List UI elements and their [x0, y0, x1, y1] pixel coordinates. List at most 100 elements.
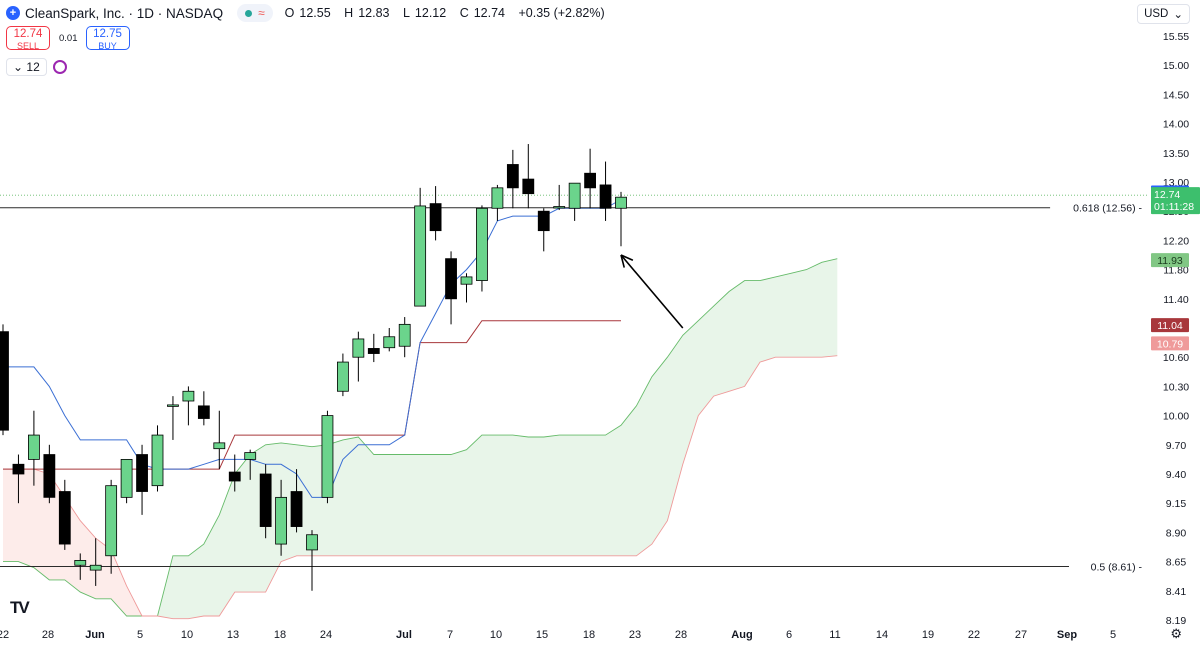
candle-body — [228, 471, 241, 482]
price-axis-tick: 9.15 — [1166, 498, 1187, 510]
price-axis-tick: 8.19 — [1166, 615, 1187, 627]
currency-selector[interactable]: USD ⌄ — [1137, 4, 1190, 24]
price-axis-tick: 8.65 — [1166, 557, 1187, 569]
price-axis-tick: 14.00 — [1163, 119, 1189, 131]
price-axis-tick: 8.41 — [1166, 586, 1187, 598]
sync-icon[interactable] — [52, 60, 67, 74]
candle-body — [74, 560, 87, 566]
candle-body — [151, 434, 164, 487]
candle-body — [460, 276, 473, 285]
candle-body — [506, 164, 519, 189]
candle-body — [136, 454, 148, 492]
price-axis-tick: 15.55 — [1163, 31, 1189, 43]
change-value: +0.35 (+2.82%) — [518, 6, 605, 20]
buy-button[interactable]: 12.75 BUY — [85, 26, 130, 51]
plot-area: 0.618 (12.56) - 0.5 (8.61) - — [0, 144, 1148, 620]
time-axis-tick: Aug — [731, 629, 752, 641]
candle-body — [584, 172, 596, 189]
time-axis-tick: 28 — [42, 629, 54, 641]
countdown-tag: 01:11:28 — [1154, 201, 1194, 213]
legend-header: + CleanSpark, Inc. · 1D · NASDAQ ≈ O 12.5… — [6, 3, 610, 23]
trade-panel: 12.74 SELL 0.01 12.75 BUY — [6, 26, 130, 51]
time-axis-tick: 10 — [181, 629, 193, 641]
candle-body — [120, 458, 133, 498]
time-axis-tick: 14 — [876, 629, 888, 641]
symbol-title[interactable]: CleanSpark, Inc. · 1D · NASDAQ — [25, 5, 224, 21]
time-axis-tick: 28 — [675, 629, 687, 641]
time-axis-tick: 11 — [829, 629, 840, 641]
price-tag-bg — [1151, 336, 1189, 351]
price-tag-bg — [1151, 318, 1189, 333]
candle-body — [414, 205, 427, 307]
time-axis-tick: 7 — [447, 629, 453, 641]
price-tag-bg — [1151, 253, 1189, 268]
candle-body — [553, 206, 566, 209]
candle-body — [599, 184, 612, 209]
market-open-dot-icon — [245, 9, 253, 17]
leading-span-b — [3, 355, 838, 620]
cloud-bearish — [3, 469, 142, 616]
conversion-line — [3, 199, 622, 498]
candle-body — [537, 210, 550, 232]
candle-body — [167, 404, 179, 407]
time-axis-tick: 18 — [274, 629, 286, 641]
time-axis-tick: 19 — [922, 629, 934, 641]
price-axis-tick: 13.50 — [1163, 148, 1189, 160]
candle-body — [429, 203, 442, 232]
candle-body — [522, 178, 535, 195]
sell-button[interactable]: 12.74 SELL — [6, 26, 50, 51]
candle-body — [445, 258, 457, 300]
arrow-head — [620, 254, 626, 268]
candle-body — [306, 534, 318, 551]
candle-body — [321, 415, 334, 498]
candle-body — [213, 442, 226, 450]
candle-body — [58, 491, 71, 545]
tradingview-logo: TV — [10, 598, 30, 617]
base-line — [3, 320, 621, 470]
plus-circle-icon: + — [6, 6, 20, 20]
time-axis-tick: 22 — [0, 629, 9, 641]
candle-body — [12, 463, 25, 475]
time-axis-tick: 18 — [583, 629, 595, 641]
time-axis-tick: 6 — [786, 629, 792, 641]
candle-body — [615, 196, 627, 209]
candle-body — [383, 336, 396, 349]
candle-body — [476, 207, 488, 281]
price-axis-tick: 10.60 — [1163, 352, 1189, 364]
time-axis-tick: Jun — [85, 629, 105, 641]
market-status[interactable]: ≈ — [237, 4, 273, 22]
gear-icon[interactable]: ⚙ — [1170, 626, 1182, 641]
price-tag: 11.04 — [1157, 320, 1183, 332]
annotation-arrow — [620, 254, 684, 329]
time-axis-tick: 5 — [137, 629, 143, 641]
time-axis-tick: Sep — [1057, 629, 1077, 641]
candle-body — [290, 491, 303, 527]
price-axis-tick: 11.80 — [1163, 265, 1189, 277]
price-axis-tick: 11.40 — [1163, 294, 1189, 306]
price-axis-tick: 8.90 — [1166, 527, 1187, 539]
price-axis-tick: 14.50 — [1163, 89, 1189, 101]
spread-value: 0.01 — [59, 32, 78, 44]
time-axis-tick: 13 — [227, 629, 239, 641]
candle-body — [43, 454, 56, 498]
cloud-bullish — [142, 258, 838, 619]
fib-level-label: 0.618 (12.56) - — [1073, 203, 1142, 215]
last-price-tag: 12.74 — [1154, 189, 1180, 201]
candle-body — [0, 331, 9, 431]
wave-icon: ≈ — [258, 6, 265, 20]
quantity-control: ⌄ 12 — [6, 58, 67, 76]
candle-body — [336, 361, 349, 392]
time-axis-tick: 22 — [968, 629, 980, 641]
time-axis-tick: 23 — [629, 629, 641, 641]
price-tag: 11.93 — [1157, 255, 1183, 267]
candle-body — [244, 452, 257, 460]
price-axis-tick: 15.00 — [1163, 60, 1189, 72]
price-axis-tick: 10.30 — [1163, 381, 1189, 393]
candle-body — [105, 485, 118, 557]
candle-body — [259, 473, 272, 527]
price-axis-tick: 9.70 — [1166, 440, 1187, 452]
time-axis-tick: 15 — [536, 629, 548, 641]
quantity-input[interactable]: ⌄ 12 — [6, 58, 47, 76]
time-axis-tick: 5 — [1110, 629, 1116, 641]
